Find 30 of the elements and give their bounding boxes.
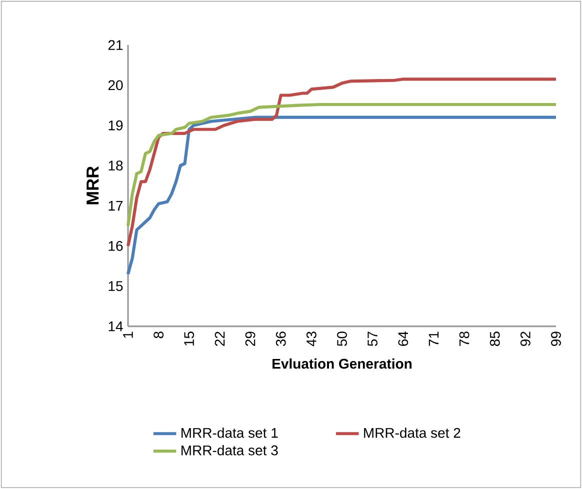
y-tick-label: 15 (108, 281, 123, 292)
y-tick-label: 18 (108, 160, 123, 171)
legend-label: MRR-data set 3 (182, 445, 278, 456)
x-tick-label: 15 (184, 332, 194, 346)
x-tick-label: 71 (428, 332, 439, 346)
y-tick-label: 21 (108, 40, 123, 50)
y-axis-title: MRR (86, 166, 99, 204)
x-tick-label: 43 (306, 332, 316, 346)
y-tick-label: 14 (108, 322, 123, 332)
x-tick-label: 29 (245, 332, 256, 346)
x-tick-label: 85 (490, 332, 500, 346)
y-tick-label: 17 (108, 200, 123, 211)
x-tick-label: 99 (551, 332, 561, 346)
y-tick-label: 19 (108, 120, 123, 130)
line-series (126, 116, 558, 276)
x-tick-label: 22 (214, 332, 225, 346)
x-tick-label: 36 (276, 332, 286, 346)
legend-label: MRR-data set 1 (182, 428, 278, 438)
x-axis-title: Evluation Generation (272, 358, 412, 369)
x-tick-label: 64 (398, 331, 408, 346)
line-series (126, 102, 558, 228)
x-tick-label: 57 (368, 332, 378, 346)
x-tick-label: 92 (520, 332, 530, 346)
y-tick-label: 16 (108, 241, 123, 251)
x-tick-label: 1 (123, 332, 133, 338)
y-tick-label: 20 (108, 80, 123, 90)
x-tick-label: 78 (459, 332, 470, 346)
legend-label: MRR-data set 2 (364, 428, 460, 438)
x-tick-label: 50 (337, 332, 347, 346)
x-tick-label: 8 (154, 332, 164, 338)
